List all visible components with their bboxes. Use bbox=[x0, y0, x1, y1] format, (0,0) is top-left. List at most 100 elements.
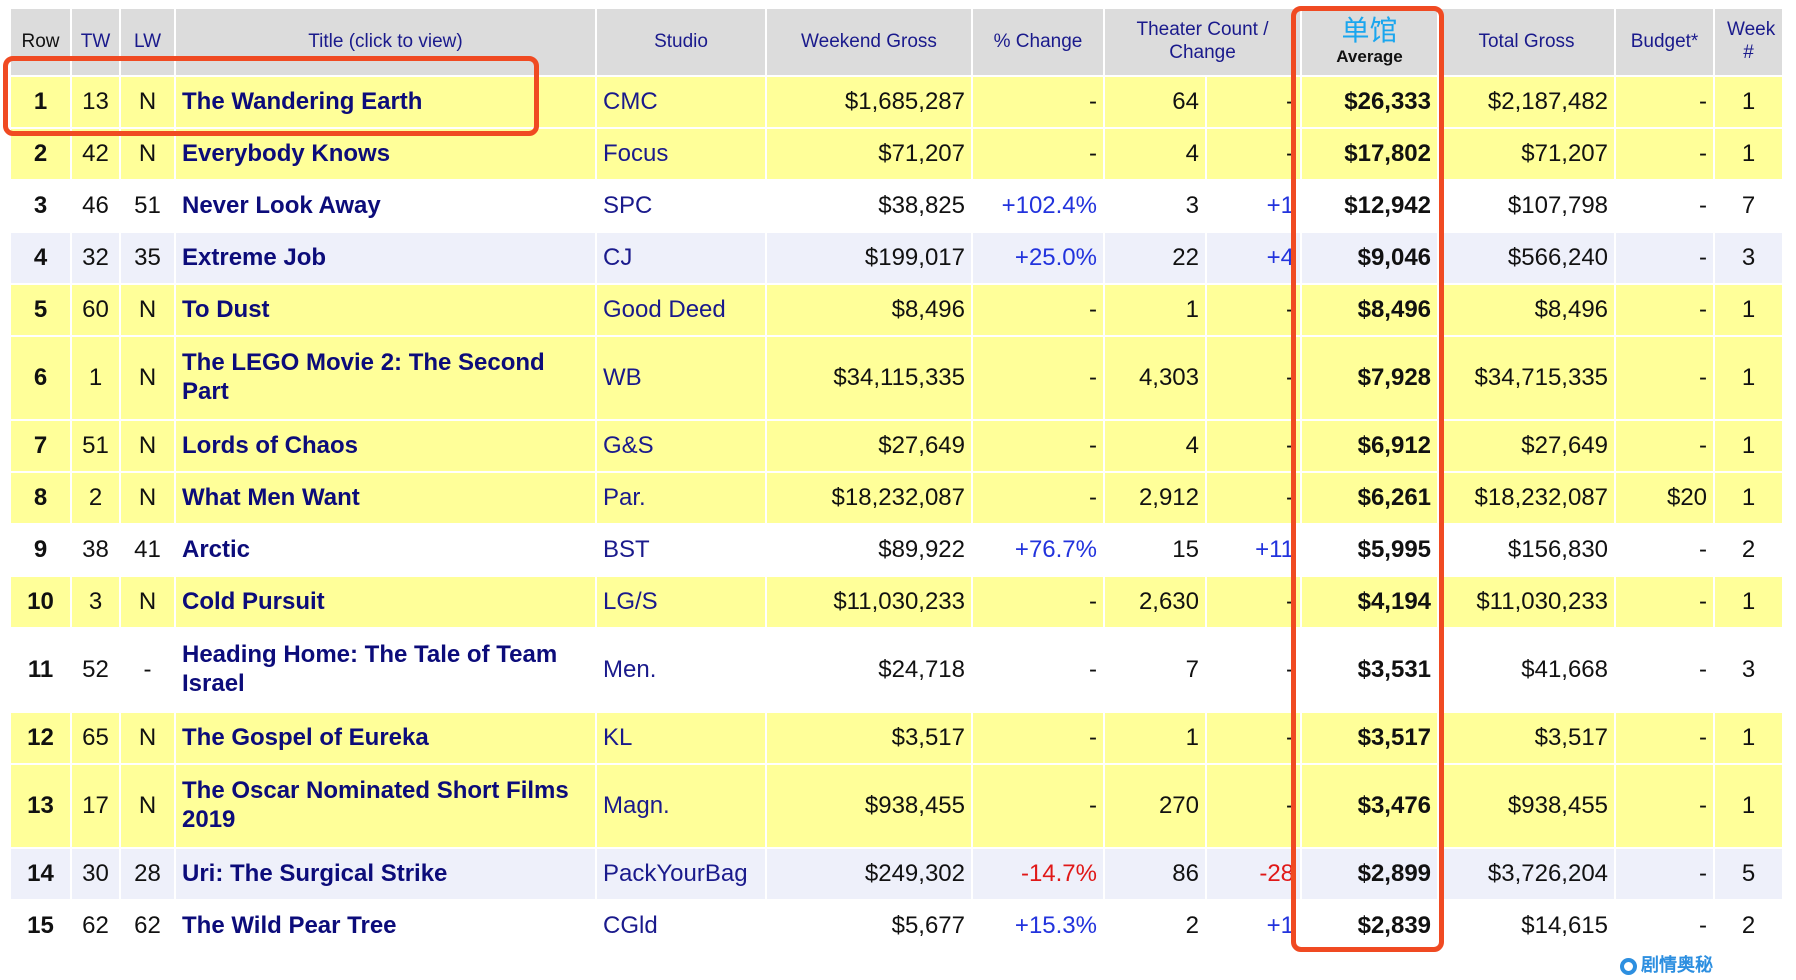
movie-title-link[interactable]: Never Look Away bbox=[176, 181, 595, 231]
this-week-rank: 62 bbox=[72, 901, 119, 951]
budget: - bbox=[1616, 285, 1714, 335]
header-tw[interactable]: TW bbox=[72, 9, 119, 75]
studio-link[interactable]: SPC bbox=[597, 181, 765, 231]
average: $9,046 bbox=[1302, 233, 1438, 283]
watermark: 剧情奥秘 bbox=[1620, 954, 1713, 976]
header-budget[interactable]: Budget* bbox=[1616, 9, 1714, 75]
total-gross: $107,798 bbox=[1439, 181, 1615, 231]
header-lw[interactable]: LW bbox=[121, 9, 174, 75]
pct-change: - bbox=[973, 713, 1103, 763]
studio-link[interactable]: Men. bbox=[597, 629, 765, 711]
weekend-gross: $8,496 bbox=[767, 285, 971, 335]
movie-title-link[interactable]: Cold Pursuit bbox=[176, 577, 595, 627]
studio-link[interactable]: G&S bbox=[597, 421, 765, 471]
studio-link[interactable]: CGld bbox=[597, 901, 765, 951]
weekend-gross: $1,685,287 bbox=[767, 77, 971, 127]
movie-title-link[interactable]: Uri: The Surgical Strike bbox=[176, 849, 595, 899]
budget: - bbox=[1616, 901, 1714, 951]
pct-change: +25.0% bbox=[973, 233, 1103, 283]
week-number: 5 bbox=[1715, 849, 1783, 899]
weekend-gross: $5,677 bbox=[767, 901, 971, 951]
header-average-label: Average bbox=[1336, 47, 1403, 67]
pct-change: +102.4% bbox=[973, 181, 1103, 231]
header-total-gross[interactable]: Total Gross bbox=[1439, 9, 1615, 75]
row-number: 1 bbox=[11, 77, 70, 127]
movie-title-link[interactable]: The LEGO Movie 2: The Second Part bbox=[176, 337, 595, 419]
row-number: 10 bbox=[11, 577, 70, 627]
header-weekend-gross[interactable]: Weekend Gross bbox=[767, 9, 971, 75]
week-number: 2 bbox=[1715, 901, 1783, 951]
row-number: 12 bbox=[11, 713, 70, 763]
studio-link[interactable]: PackYourBag bbox=[597, 849, 765, 899]
box-office-table: Row TW LW Title (click to view) Studio W… bbox=[9, 7, 1784, 953]
total-gross: $2,187,482 bbox=[1439, 77, 1615, 127]
theater-count: 22 bbox=[1105, 233, 1205, 283]
theater-change: +11 bbox=[1207, 525, 1301, 575]
this-week-rank: 65 bbox=[72, 713, 119, 763]
header-week[interactable]: Week # bbox=[1715, 9, 1783, 75]
total-gross: $18,232,087 bbox=[1439, 473, 1615, 523]
studio-link[interactable]: BST bbox=[597, 525, 765, 575]
last-week-rank: N bbox=[121, 421, 174, 471]
movie-title-link[interactable]: The Wild Pear Tree bbox=[176, 901, 595, 951]
movie-title-link[interactable]: Heading Home: The Tale of Team Israel bbox=[176, 629, 595, 711]
table-row: 3 46 51 Never Look Away SPC $38,825 +102.4% 3 +1… bbox=[11, 181, 1783, 231]
budget: - bbox=[1616, 713, 1714, 763]
weekend-gross: $71,207 bbox=[767, 129, 971, 179]
budget: - bbox=[1616, 77, 1714, 127]
theater-count: 2,912 bbox=[1105, 473, 1205, 523]
studio-link[interactable]: LG/S bbox=[597, 577, 765, 627]
studio-link[interactable]: Magn. bbox=[597, 765, 765, 847]
row-number: 3 bbox=[11, 181, 70, 231]
movie-title-link[interactable]: What Men Want bbox=[176, 473, 595, 523]
header-theater-count[interactable]: Theater Count / Change bbox=[1105, 9, 1301, 75]
studio-link[interactable]: Par. bbox=[597, 473, 765, 523]
studio-link[interactable]: Good Deed bbox=[597, 285, 765, 335]
this-week-rank: 52 bbox=[72, 629, 119, 711]
theater-count: 15 bbox=[1105, 525, 1205, 575]
theater-change: - bbox=[1207, 629, 1301, 711]
movie-title-link[interactable]: Everybody Knows bbox=[176, 129, 595, 179]
studio-link[interactable]: Focus bbox=[597, 129, 765, 179]
studio-link[interactable]: CMC bbox=[597, 77, 765, 127]
average: $6,261 bbox=[1302, 473, 1438, 523]
studio-link[interactable]: KL bbox=[597, 713, 765, 763]
movie-title-link[interactable]: Lords of Chaos bbox=[176, 421, 595, 471]
studio-link[interactable]: WB bbox=[597, 337, 765, 419]
total-gross: $156,830 bbox=[1439, 525, 1615, 575]
movie-title-link[interactable]: The Wandering Earth bbox=[176, 77, 595, 127]
movie-title-link[interactable]: To Dust bbox=[176, 285, 595, 335]
movie-title-link[interactable]: Extreme Job bbox=[176, 233, 595, 283]
pct-change: - bbox=[973, 129, 1103, 179]
this-week-rank: 38 bbox=[72, 525, 119, 575]
weekend-gross: $11,030,233 bbox=[767, 577, 971, 627]
pct-change: - bbox=[973, 421, 1103, 471]
header-studio[interactable]: Studio bbox=[597, 9, 765, 75]
weekend-gross: $38,825 bbox=[767, 181, 971, 231]
header-average[interactable]: 单馆 Average bbox=[1302, 9, 1438, 75]
budget: - bbox=[1616, 233, 1714, 283]
last-week-rank: N bbox=[121, 129, 174, 179]
last-week-rank: N bbox=[121, 577, 174, 627]
studio-link[interactable]: CJ bbox=[597, 233, 765, 283]
header-pct-change[interactable]: % Change bbox=[973, 9, 1103, 75]
this-week-rank: 32 bbox=[72, 233, 119, 283]
row-number: 2 bbox=[11, 129, 70, 179]
theater-count: 86 bbox=[1105, 849, 1205, 899]
movie-title-link[interactable]: The Oscar Nominated Short Films 2019 bbox=[176, 765, 595, 847]
movie-title-link[interactable]: The Gospel of Eureka bbox=[176, 713, 595, 763]
weekend-gross: $18,232,087 bbox=[767, 473, 971, 523]
table-row: 5 60 N To Dust Good Deed $8,496-1- $8,496 $8,49… bbox=[11, 285, 1783, 335]
last-week-rank: 35 bbox=[121, 233, 174, 283]
budget: - bbox=[1616, 337, 1714, 419]
last-week-rank: N bbox=[121, 77, 174, 127]
budget: $20 bbox=[1616, 473, 1714, 523]
total-gross: $41,668 bbox=[1439, 629, 1615, 711]
theater-change: +1 bbox=[1207, 181, 1301, 231]
header-title[interactable]: Title (click to view) bbox=[176, 9, 595, 75]
budget: - bbox=[1616, 765, 1714, 847]
pct-change: - bbox=[973, 77, 1103, 127]
watermark-text: 剧情奥秘 bbox=[1641, 955, 1713, 975]
theater-change: +4 bbox=[1207, 233, 1301, 283]
movie-title-link[interactable]: Arctic bbox=[176, 525, 595, 575]
